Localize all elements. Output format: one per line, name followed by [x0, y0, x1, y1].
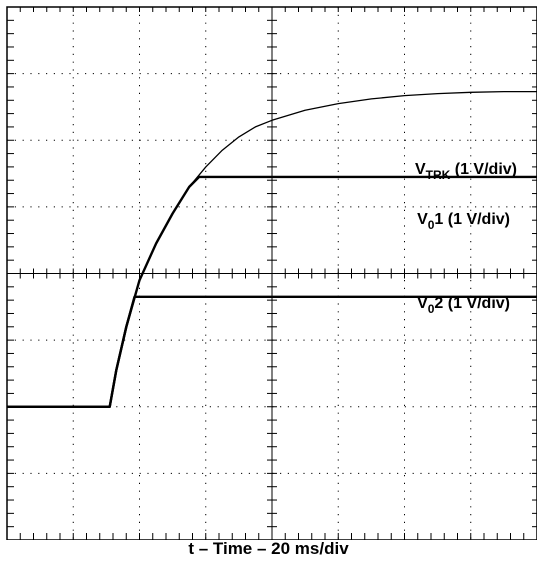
v01-label: V01 (1 V/div) — [417, 211, 510, 232]
v02-label: V02 (1 V/div) — [417, 295, 510, 316]
oscilloscope-plot: VTRK (1 V/div) V01 (1 V/div) V02 (1 V/div) — [6, 6, 537, 540]
traces — [7, 90, 537, 408]
graticule — [7, 7, 537, 540]
v-trk-label: VTRK (1 V/div) — [415, 161, 517, 182]
x-axis-label: t – Time – 20 ms/div — [188, 539, 349, 558]
trace-labels: VTRK (1 V/div) V01 (1 V/div) V02 (1 V/div) — [415, 161, 517, 316]
trace-3 — [7, 295, 537, 408]
